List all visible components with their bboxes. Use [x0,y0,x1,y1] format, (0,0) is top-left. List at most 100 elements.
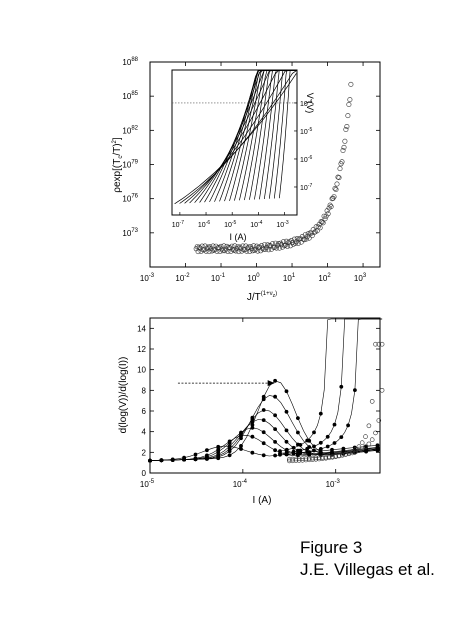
top-y-tick-label: 1088 [122,57,138,67]
top-x-tick-label: 10-2 [175,273,190,283]
bottom-data-point [239,436,243,441]
bottom-data-point-open [303,457,309,463]
top-data-point [205,244,211,250]
top-data-point [252,247,258,253]
top-data-point [319,219,325,225]
bottom-data-point-open [326,455,332,461]
bottom-data-point [296,416,300,420]
bottom-data-point [239,444,243,448]
top-data-point [317,225,323,231]
bottom-data-point [318,411,323,416]
top-data-point [345,113,351,119]
bottom-data-point-open [373,430,378,436]
bottom-data-point-open [359,446,365,452]
bottom-data-point [250,415,255,420]
bottom-data-point [339,384,344,389]
top-y-tick-label: 1085 [122,91,138,101]
bottom-data-point-open [363,434,368,439]
top-data-point [303,236,309,242]
bottom-data-point [205,457,209,461]
bottom-data-point-open [310,457,315,462]
top-data-point [306,235,312,241]
bottom-data-point-open [366,441,372,447]
bottom-data-point-open [300,457,305,463]
top-data-point [284,243,290,249]
top-x-tick-label: 10-1 [211,273,226,283]
bottom-data-point [318,447,323,451]
inset-y-tick-label: 10-7 [300,183,312,192]
bottom-data-point [273,427,277,431]
bottom-data-point [284,439,289,444]
figure-caption-authors: J.E. Villegas et al. [300,560,435,579]
bottom-chart-frame [149,317,381,474]
bottom-data-point [261,453,266,458]
bottom-data-point [364,449,368,454]
top-data-point [320,220,326,226]
top-data-point [328,204,334,210]
inset-y-tick-label: 10-5 [300,127,312,136]
bottom-data-point-open [379,341,385,347]
bottom-data-point [227,453,232,458]
inset-chart-ticks: 10-7 10-6 10-5 10-4 10-3 10-7 10-6 10-5 10-4 [172,99,313,229]
bottom-data-point-open [376,418,382,423]
top-data-point [229,243,235,249]
bottom-data-point [305,449,310,454]
bottom-x-tick-label: 10-3 [326,479,341,489]
bottom-data-point-open [290,458,295,464]
top-data-point [332,186,338,192]
top-data-point [333,187,339,193]
bottom-data-point-open [349,450,355,456]
bottom-data-point-open [363,444,368,450]
bottom-y-tick-label: 2 [142,448,147,457]
bottom-data-point [216,450,221,454]
bottom-data-point [250,423,255,427]
top-data-point [347,97,353,103]
arrow-head [267,380,275,387]
top-data-point [221,243,227,249]
bottom-data-point-open [359,440,365,446]
bottom-data-point [296,430,300,435]
bottom-data-point [193,457,198,462]
bottom-data-point [193,452,198,457]
top-data-point [218,243,224,249]
top-data-point [331,194,337,200]
top-chart-ticks: 10-3 10-2 10-1 100 101 102 103 1073 1076 1079 1082… [122,57,380,283]
bottom-data-point [284,447,289,452]
bottom-data-point [312,448,316,453]
top-data-point [301,237,307,243]
inset-chart: 10-7 10-6 10-5 10-4 10-3 10-7 10-6 10-5 10-4 I (… [171,69,315,242]
bottom-y-tick-label: 8 [142,386,147,395]
top-data-point [327,202,333,208]
bottom-data-point-open [336,453,342,459]
top-y-tick-label: 1079 [122,160,138,170]
bottom-x-tick-label: 10-5 [140,479,155,489]
top-data-point [335,174,341,180]
bottom-data-point [205,448,209,453]
top-data-point [233,248,239,254]
bottom-y-tick-label: 14 [137,324,146,333]
bottom-data-point [284,428,289,433]
bottom-data-point [375,448,380,453]
bottom-data-point [353,388,357,392]
bottom-y-tick-label: 6 [142,407,147,416]
bottom-data-point [339,435,344,439]
bottom-chart-xlabel: I (A) [253,495,272,506]
top-data-point [334,181,340,187]
bottom-chart-arrow [177,380,275,387]
bottom-data-point [250,450,255,455]
bottom-data-point-open [353,447,358,452]
top-data-point [203,248,209,254]
bottom-data-point [261,408,266,412]
bottom-chart: 10-5 10-4 10-3 0 2 4 6 8 10 12 14 I (A) d(log(V))/… [118,317,385,506]
top-x-tick-label: 101 [283,273,296,283]
bottom-data-point [170,458,175,462]
inset-x-tick-label: 10-4 [250,220,262,229]
bottom-data-point-open [373,341,378,347]
top-chart-points [193,81,354,255]
bottom-data-point-open [323,455,329,461]
bottom-data-point [273,448,277,453]
bottom-data-point [318,449,323,454]
top-data-point [222,248,228,254]
bottom-data-point [227,449,232,454]
